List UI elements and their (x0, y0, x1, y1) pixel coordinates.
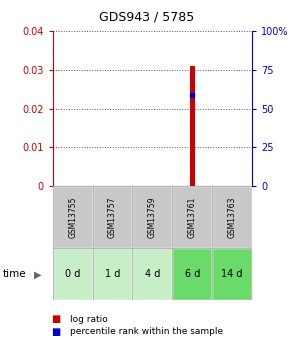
Text: ■: ■ (51, 314, 60, 324)
Text: GSM13757: GSM13757 (108, 197, 117, 238)
Text: GSM13763: GSM13763 (228, 197, 236, 238)
Text: GSM13759: GSM13759 (148, 197, 157, 238)
Text: 4 d: 4 d (145, 269, 160, 279)
Text: 1 d: 1 d (105, 269, 120, 279)
Bar (132, 248, 172, 300)
Text: ■: ■ (51, 327, 60, 337)
Text: log ratio: log ratio (70, 315, 108, 324)
Text: time: time (3, 269, 27, 279)
Text: 14 d: 14 d (221, 269, 243, 279)
Bar (93, 186, 132, 248)
Bar (93, 248, 132, 300)
Bar (190, 66, 195, 186)
Bar (53, 186, 93, 248)
Text: percentile rank within the sample: percentile rank within the sample (70, 327, 224, 336)
Text: GSM13755: GSM13755 (68, 197, 77, 238)
Bar (212, 248, 252, 300)
Bar (172, 248, 212, 300)
Bar (53, 248, 93, 300)
Text: 6 d: 6 d (185, 269, 200, 279)
Text: GSM13761: GSM13761 (188, 197, 197, 238)
Bar (212, 186, 252, 248)
Bar (132, 186, 172, 248)
Bar (172, 186, 212, 248)
Text: 0 d: 0 d (65, 269, 80, 279)
Text: GDS943 / 5785: GDS943 / 5785 (99, 11, 194, 24)
Text: ▶: ▶ (34, 269, 42, 279)
